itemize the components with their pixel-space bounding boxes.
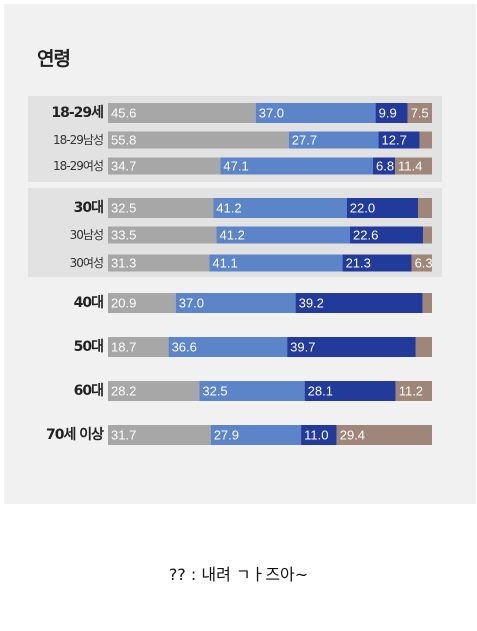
bar-segment-gray [108,293,176,313]
row-label-30s: 30대 [73,200,104,216]
bar-segment-gray [108,337,169,357]
bar-segment-navy [373,157,396,175]
bar-value-label: 45.6 [111,106,136,121]
caption-text: ?? : 내려 ㄱㅏ즈아~ [168,565,309,584]
bar-value-label: 32.5 [111,201,136,216]
bar-segment-gray [108,198,214,218]
bar-segment-navy [350,226,424,244]
bar-value-label: 22.0 [350,201,375,216]
bar-segment-navy [378,131,420,149]
bar-segment-brown [422,293,432,313]
bar-segment-navy [346,198,419,218]
bar-value-label: 36.6 [172,340,197,355]
bar-value-label: 27.9 [214,428,239,443]
bar-segment-brown [418,198,432,218]
bar-segment-brown [423,226,432,244]
bar-segment-navy [301,425,337,445]
bar-segment-brown [411,254,432,272]
bar-value-label: 6.8 [376,159,394,174]
bar-value-label: 31.7 [111,428,136,443]
bar-segment-lightblue [209,254,343,272]
bar-value-label: 20.9 [111,296,136,311]
bar-segment-lightblue [220,157,374,175]
bar-value-label: 11.4 [398,159,422,174]
bar-value-label: 7.5 [411,106,429,121]
bar-value-label: 27.7 [292,133,317,148]
bar-value-label: 47.1 [223,159,248,174]
bar-segment-navy [295,293,423,313]
bar-segment-brown [419,131,432,149]
bar-segment-lightblue [288,131,379,149]
bar-value-label: 41.1 [212,256,237,271]
bar-segment-lightblue [216,226,351,244]
bar-value-label: 41.2 [216,201,241,216]
bar-value-label: 28.2 [111,384,136,399]
bar-value-label: 12.7 [382,133,407,148]
bar-value-label: 39.2 [299,296,324,311]
row-label-30s-female: 30여성 [69,256,104,270]
bar-segment-lightblue [175,293,296,313]
row-label-50s: 50대 [73,339,104,355]
row-label-18-29: 18-29세 [51,105,104,121]
bar-segment-brown [395,381,432,401]
bar-segment-gray [108,131,289,149]
bar-value-label: 32.5 [202,384,227,399]
bar-segment-brown [395,157,432,175]
bar-value-label: 6.3 [415,256,433,271]
bar-value-label: 22.6 [353,228,378,243]
bar-segment-navy [375,103,408,123]
bar-value-label: 29.4 [340,428,365,443]
bar-value-label: 41.2 [220,228,245,243]
bar-value-label: 21.3 [346,256,371,271]
bar-value-label: 9.9 [379,106,397,121]
row-label-18-29-male: 18-29남성 [53,133,104,147]
row-label-70-plus: 70세 이상 [46,427,104,443]
bar-value-label: 37.0 [259,106,284,121]
bar-segment-lightblue [255,103,376,123]
row-label-60s: 60대 [73,383,104,399]
bar-value-label: 37.0 [179,296,204,311]
bar-value-label: 18.7 [111,340,136,355]
row-label-40s: 40대 [73,295,104,311]
bar-segment-navy [342,254,412,272]
bar-segment-lightblue [168,337,288,357]
bar-value-label: 28.1 [308,384,333,399]
bar-segment-navy [304,381,396,401]
bar-value-label: 39.7 [290,340,315,355]
bar-segment-brown [336,425,432,445]
bar-segment-lightblue [199,381,305,401]
bar-segment-brown [407,103,432,123]
bar-value-label: 11.2 [399,384,423,399]
bar-segment-gray [108,254,210,272]
bar-segment-gray [108,103,256,123]
bar-value-label: 33.5 [111,228,136,243]
chart-title: 연령 [37,48,71,70]
bar-segment-lightblue [213,198,347,218]
bar-value-label: 11.0 [304,428,328,443]
bar-segment-lightblue [210,425,302,445]
bar-segment-gray [108,425,211,445]
bar-segment-brown [415,337,432,357]
bar-segment-gray [108,157,221,175]
bar-segment-gray [108,226,217,244]
bar-segment-navy [287,337,416,357]
bar-value-label: 34.7 [111,159,136,174]
bar-value-label: 31.3 [111,256,136,271]
stacked-bars: 45.6 37.0 9.9 7.5 55.8 27.7 12.7 34.7 47.1 6.8 11.… [108,103,433,445]
bar-value-label: 55.8 [111,133,136,148]
row-label-18-29-female: 18-29여성 [53,159,104,173]
bar-segment-gray [108,381,200,401]
row-label-30s-male: 30남성 [69,228,104,242]
